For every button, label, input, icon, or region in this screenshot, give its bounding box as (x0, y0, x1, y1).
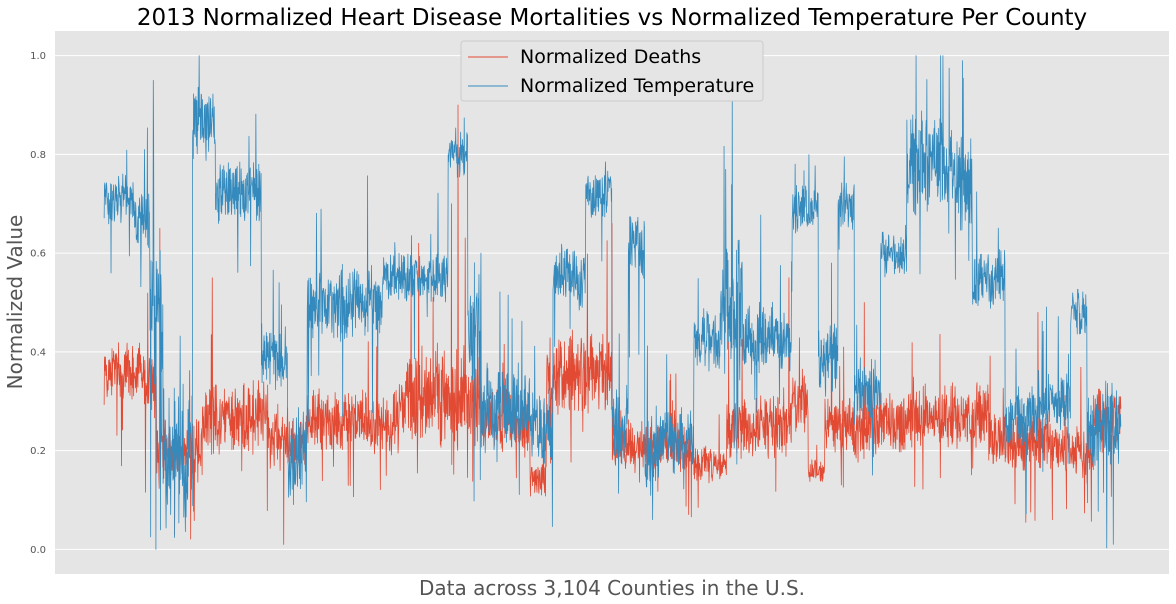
legend: Normalized Deaths Normalized Temperature (460, 40, 764, 102)
series-group (103, 55, 1122, 550)
y-tick-label: 0.0 (30, 545, 46, 556)
series-line-temperature (103, 55, 1122, 550)
legend-label-deaths: Normalized Deaths (520, 46, 701, 68)
legend-box (460, 40, 764, 102)
y-axis-label: Normalized Value (3, 215, 27, 390)
chart-title: 2013 Normalized Heart Disease Mortalitie… (137, 5, 1087, 31)
x-axis-label: Data across 3,104 Counties in the U.S. (419, 576, 805, 600)
y-tick-label: 0.6 (30, 249, 46, 260)
series-line-deaths (103, 104, 1122, 545)
y-ticks: 0.0 0.2 0.4 0.6 0.8 1.0 (30, 51, 46, 556)
y-tick-label: 0.4 (30, 347, 46, 358)
y-tick-label: 0.2 (30, 446, 46, 457)
y-tick-label: 1.0 (30, 51, 46, 62)
y-tick-label: 0.8 (30, 150, 46, 161)
legend-label-temperature: Normalized Temperature (520, 75, 754, 97)
